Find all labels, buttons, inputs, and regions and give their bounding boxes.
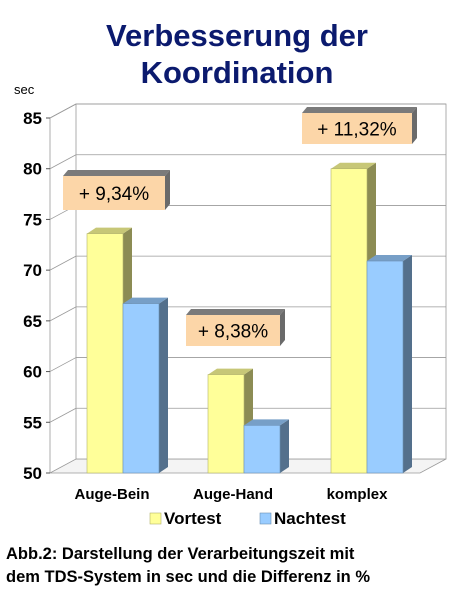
legend-label-vortest: Vortest [164,509,222,528]
bar-vortest-2-front [207,374,245,474]
y-tick-label: 50 [23,464,42,483]
bar-nachtest-1-front [122,303,160,474]
category-labels: Auge-Bein Auge-Hand komplex [75,486,389,503]
y-tick-label: 75 [23,210,42,229]
difference-callout-label: + 9,34% [79,184,149,205]
y-tick-label: 65 [23,312,42,331]
gridline-diagonal [49,255,77,271]
legend: Vortest Nachtest [149,509,346,528]
y-tick-label: 80 [23,160,42,179]
bar-vortest-3-top [331,162,376,169]
bar-vortest-1-front [86,233,124,474]
gridline-diagonal [49,154,77,170]
difference-callout-label: + 8,38% [198,322,268,343]
caption-line-1: Abb.2: Darstellung der Verarbeitungszeit… [6,545,355,563]
bar-vortest-3-front [330,168,368,474]
legend-swatch-vortest [149,512,162,525]
bars [86,162,412,474]
bar-nachtest-2 [243,419,289,474]
gridline-diagonal [49,407,77,423]
gridline-diagonal [49,103,77,119]
difference-callout-1: + 9,34% [63,170,170,210]
y-tick-label: 55 [23,413,42,432]
bar-nachtest-2-top [244,419,289,426]
bar-nachtest-2-side [280,419,289,473]
caption-line-2: dem TDS-System in sec und die Differenz … [6,568,370,586]
gridline-diagonal [49,306,77,322]
bar-vortest-2-top [208,368,253,375]
y-tick-label: 85 [23,109,42,128]
bar-nachtest-1-side [159,297,168,473]
bar-vortest-1-top [87,227,132,234]
difference-callout-3: + 11,32% [302,107,417,144]
bar-nachtest-1 [122,297,168,474]
bar-nachtest-3-front [366,260,404,474]
difference-callout-2: + 8,38% [186,309,285,346]
bar-nachtest-2-front [243,425,281,474]
x-category-label: Auge-Bein [75,486,150,503]
bar-nachtest-3-side [403,255,412,473]
y-axis-unit-label: sec [14,82,35,97]
bar-nachtest-1-top [123,297,168,304]
x-category-label: Auge-Hand [193,486,273,503]
legend-label-nachtest: Nachtest [274,509,346,528]
difference-callout-label: + 11,32% [317,120,397,141]
y-axis-ticks: 50 55 60 65 70 75 80 85 [23,109,50,483]
chart-title-line-1: Verbesserung der [106,18,368,53]
bar-nachtest-3-top [367,255,412,262]
legend-swatch-nachtest [259,512,272,525]
gridline-diagonal [49,357,77,372]
chart-title-line-2: Koordination [141,55,334,90]
y-tick-label: 60 [23,363,42,382]
annotations: + 9,34% + 8,38% + 11,32% [63,107,417,346]
x-category-label: komplex [327,486,389,503]
y-tick-label: 70 [23,261,42,280]
bar-nachtest-3 [366,255,412,474]
figure-caption: Abb.2: Darstellung der Verarbeitungszeit… [6,543,472,589]
